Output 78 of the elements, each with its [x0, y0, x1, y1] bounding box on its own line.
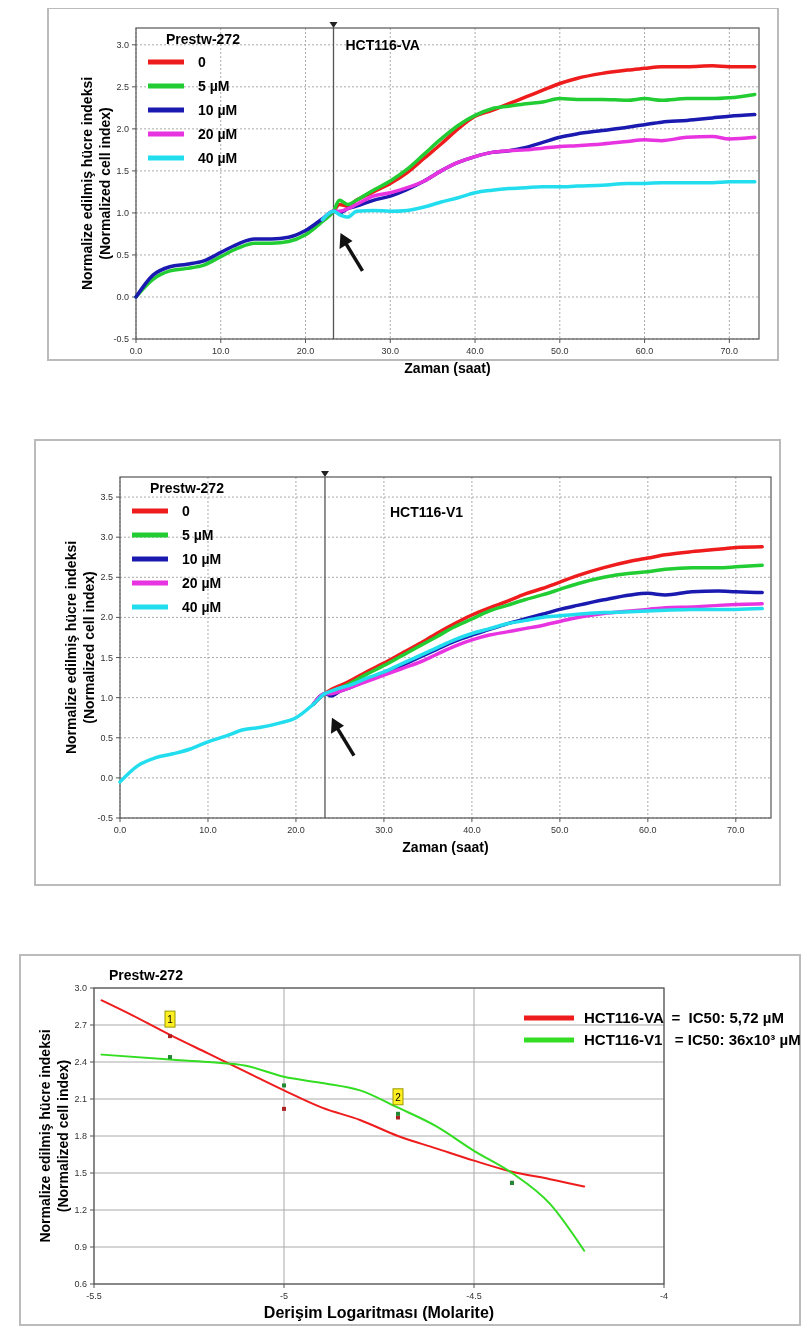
x-tick-label: 60.0 [635, 346, 654, 356]
legend-label: 5 µM [182, 527, 214, 543]
legend-label: 5 µM [198, 78, 230, 94]
y-tick-label: -0.5 [113, 334, 129, 344]
x-tick-label: 70.0 [720, 346, 739, 356]
y-tick-label: 1.5 [116, 165, 129, 176]
y-tick-label: 0.9 [74, 1242, 87, 1252]
y-tick-label: 3.5 [100, 492, 113, 503]
y-tick-label: 1.5 [100, 652, 113, 663]
x-tick-label: 60.0 [639, 825, 657, 835]
legend-label: HCT116-VA = IC50: 5,72 µM [584, 1009, 784, 1026]
y-tick-label: 2.5 [100, 572, 113, 583]
y-tick-label: 1.8 [74, 1131, 87, 1141]
legend-label: 40 µM [198, 150, 238, 166]
legend-label: 40 µM [182, 599, 222, 615]
x-tick-label: -4.5 [466, 1291, 482, 1301]
x-tick-label: -5.5 [86, 1291, 102, 1301]
point [282, 1083, 286, 1088]
y-tick-label: -0.5 [97, 813, 113, 823]
y-tick-label: 1.0 [100, 692, 113, 703]
x-tick-label: -4 [659, 1291, 669, 1301]
x-axis-title: Derişim Logaritması (Molarite) [263, 1304, 495, 1321]
legend-title: Prestw-272 [150, 480, 225, 496]
y-tick-label: 0.5 [100, 732, 113, 743]
y-tick-label: 2.0 [100, 612, 113, 623]
x-tick-label: 70.0 [727, 825, 745, 835]
point [168, 1055, 172, 1060]
y-tick-label: 0.0 [100, 772, 113, 783]
legend-title: Prestw-272 [166, 31, 241, 47]
x-tick-label: 50.0 [551, 825, 569, 835]
y-tick-label: 3.0 [100, 532, 113, 543]
y-tick-label: 2.1 [74, 1094, 87, 1104]
chart-title: Prestw-272 [109, 967, 184, 983]
line-series [100, 1053, 586, 1252]
x-axis-title: Zaman (saat) [402, 839, 489, 855]
legend-label: 10 µM [182, 551, 222, 567]
y-tick-label: 2.5 [116, 81, 129, 92]
y-axis-title: Normalize edilmiş hücre indeksi (Normalized cell index) [37, 1029, 71, 1243]
point [168, 1034, 172, 1039]
x-tick-label: 20.0 [296, 346, 315, 356]
x-tick-label: -5 [279, 1291, 289, 1301]
y-tick-label: 2.7 [74, 1020, 87, 1030]
point [396, 1115, 400, 1120]
y-tick-label: 2.0 [116, 123, 129, 134]
legend-label: 20 µM [198, 126, 238, 142]
annotation: HCT116-V1 [389, 504, 464, 520]
x-tick-label: 50.0 [551, 346, 569, 356]
annotation: 1 [167, 1014, 174, 1026]
line-series [320, 180, 757, 222]
x-tick-label: 40.0 [463, 825, 481, 835]
y-tick-label: 0.0 [116, 291, 129, 302]
legend-label: 0 [182, 503, 190, 519]
x-axis-title: Zaman (saat) [404, 360, 491, 376]
x-tick-label: 20.0 [287, 825, 305, 835]
x-tick-label: 40.0 [466, 346, 484, 356]
x-tick-label: 10.0 [212, 346, 230, 356]
legend-label: HCT116-V1 = IC50: 36x10³ µM [584, 1031, 801, 1048]
y-axis-title: Normalize edilmiş hücre indeksi (Normalized cell index) [79, 76, 113, 291]
legend-label: 0 [198, 54, 206, 70]
y-tick-label: 0.5 [116, 249, 129, 260]
y-tick-label: 3.0 [116, 39, 129, 50]
x-tick-label: 30.0 [375, 825, 393, 835]
y-tick-label: 1.0 [116, 207, 129, 218]
legend-label: 10 µM [198, 102, 238, 118]
point [396, 1111, 400, 1116]
line-series [100, 999, 586, 1188]
y-tick-label: 0.6 [74, 1279, 87, 1289]
x-tick-label: 0.0 [129, 346, 143, 356]
y-tick-label: 1.2 [74, 1205, 87, 1215]
x-tick-label: 10.0 [199, 825, 217, 835]
y-tick-label: 2.4 [74, 1057, 87, 1067]
legend-label: 20 µM [182, 575, 222, 591]
point [282, 1106, 286, 1111]
y-axis-title: Normalize edilmiş hücre indeksi (Normalized cell index) [63, 540, 97, 755]
y-tick-label: 3.0 [74, 983, 87, 993]
x-tick-label: 30.0 [381, 346, 400, 356]
annotation: HCT116-VA [345, 37, 420, 53]
y-tick-label: 1.5 [74, 1168, 87, 1178]
